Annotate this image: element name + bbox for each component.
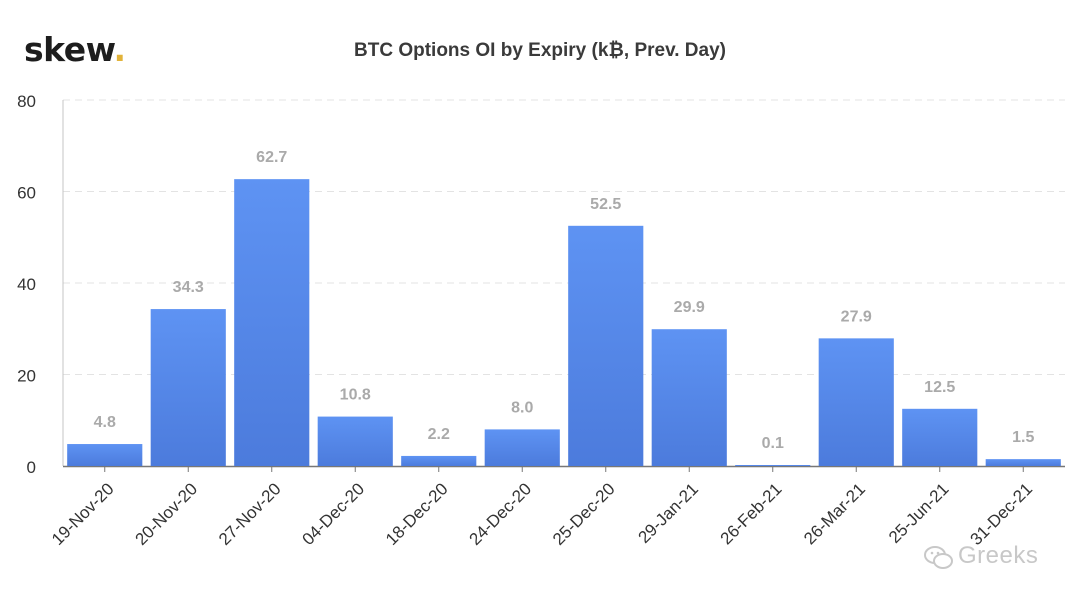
x-tick-label: 26-Feb-21 — [717, 479, 786, 548]
x-tick-label: 04-Dec-20 — [299, 479, 369, 549]
x-tick-label: 27-Nov-20 — [215, 479, 285, 549]
wechat-icon — [924, 546, 953, 569]
bar — [317, 416, 393, 466]
data-label: 62.7 — [256, 149, 287, 166]
x-tick-label: 26-Mar-21 — [800, 479, 869, 548]
x-tick-label: 19-Nov-20 — [48, 479, 118, 549]
x-tick-label: 31-Dec-21 — [967, 479, 1037, 549]
bar — [985, 459, 1061, 466]
bar — [150, 309, 226, 466]
bar — [401, 455, 477, 466]
bar — [818, 338, 894, 466]
data-label: 1.5 — [1012, 429, 1034, 446]
axes — [62, 100, 1065, 472]
x-tick-label: 20-Nov-20 — [132, 479, 202, 549]
data-label: 0.1 — [762, 435, 784, 452]
bar — [484, 429, 560, 466]
y-tick-label: 80 — [17, 92, 36, 111]
data-label: 8.0 — [511, 399, 533, 416]
y-tick-label: 60 — [17, 184, 36, 203]
data-label: 52.5 — [590, 196, 621, 213]
logo-dot: . — [113, 30, 126, 69]
y-tick-label: 20 — [17, 367, 36, 386]
bar — [651, 329, 727, 466]
bar — [735, 465, 811, 466]
x-tick-label: 18-Dec-20 — [382, 479, 452, 549]
x-tick-label: 29-Jan-21 — [635, 479, 703, 547]
data-label: 29.9 — [674, 299, 705, 316]
logo-text: skew — [24, 30, 114, 69]
data-label: 12.5 — [924, 379, 955, 396]
data-label: 27.9 — [841, 308, 872, 325]
bar — [568, 225, 644, 466]
bar — [902, 408, 978, 466]
data-label: 34.3 — [173, 279, 204, 296]
data-label: 4.8 — [94, 414, 116, 431]
grid-lines — [63, 99, 1065, 375]
bar — [67, 444, 143, 466]
y-tick-label: 0 — [27, 458, 36, 477]
bars — [67, 179, 1061, 466]
watermark-text: Greeks — [958, 542, 1039, 569]
data-label: 10.8 — [340, 387, 371, 404]
data-label: 2.2 — [428, 426, 450, 443]
x-tick-label: 24-Dec-20 — [466, 479, 536, 549]
bar — [234, 179, 310, 466]
y-tick-label: 40 — [17, 275, 36, 294]
x-tick-label: 25-Jun-21 — [885, 479, 953, 547]
x-tick-label: 25-Dec-20 — [549, 479, 619, 549]
chart-title: BTC Options OI by Expiry (k₿, Prev. Day) — [354, 40, 726, 61]
data-labels: 4.8 34.3 62.7 10.8 2.2 8.0 52.5 29.9 0.1 27.9 12.5… — [94, 149, 1035, 452]
skew-logo: skew. — [24, 30, 126, 69]
